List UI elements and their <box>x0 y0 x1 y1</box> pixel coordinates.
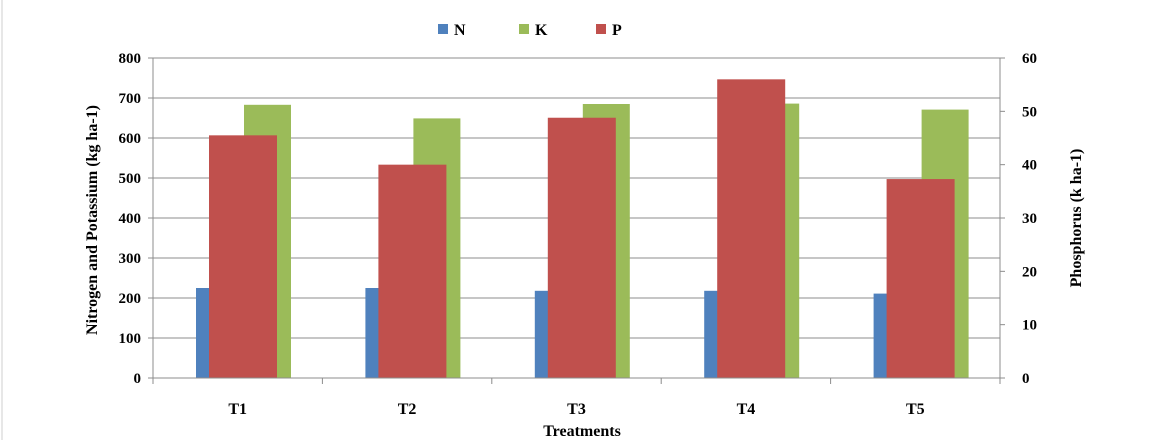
right-tick-label: 60 <box>1022 51 1037 67</box>
category-label: T3 <box>567 401 586 418</box>
bar-P-T5 <box>886 179 955 378</box>
category-label: T5 <box>906 401 925 418</box>
right-axis-title: Phosphorus (k ha-1) <box>1068 149 1085 288</box>
legend-label-N: N <box>454 22 466 39</box>
right-tick-label: 10 <box>1022 318 1037 334</box>
left-tick-label: 300 <box>119 251 142 267</box>
legend-swatch-N <box>438 24 448 34</box>
legend-label-P: P <box>612 22 622 39</box>
left-tick-label: 500 <box>119 171 142 187</box>
tick-labels: 0 100 200 300 400 500 600 700 800 0 10 20 30 40 50 60 <box>119 51 1038 387</box>
category-label: T2 <box>398 401 417 418</box>
category-label: T1 <box>228 401 247 418</box>
bar-P-T4 <box>717 79 786 378</box>
bar-P-T3 <box>547 117 616 378</box>
bars <box>196 79 969 379</box>
left-tick-label: 800 <box>119 51 142 67</box>
category-label: T4 <box>737 401 756 418</box>
right-tick-label: 50 <box>1022 104 1037 120</box>
legend-label-K: K <box>535 22 548 39</box>
right-tick-label: 20 <box>1022 264 1037 280</box>
left-tick-label: 400 <box>119 211 142 227</box>
left-tick-label: 700 <box>119 91 142 107</box>
right-tick-label: 0 <box>1022 371 1030 387</box>
bar-P-T2 <box>378 164 447 378</box>
bar-P-T1 <box>209 135 277 378</box>
right-tick-label: 40 <box>1022 158 1037 174</box>
left-tick-label: 0 <box>134 371 142 387</box>
left-axis-title: Nitrogen and Potassium (kg ha-1) <box>84 105 101 335</box>
category-labels: T1 T2 T3 T4 T5 <box>228 401 924 418</box>
x-axis-title: Treatments <box>543 423 621 440</box>
left-tick-label: 600 <box>119 131 142 147</box>
legend-swatch-K <box>519 24 529 34</box>
axes <box>148 57 1005 384</box>
legend-swatch-P <box>596 24 606 34</box>
right-tick-label: 30 <box>1022 211 1037 227</box>
left-tick-label: 100 <box>119 331 142 347</box>
left-tick-label: 200 <box>119 291 142 307</box>
